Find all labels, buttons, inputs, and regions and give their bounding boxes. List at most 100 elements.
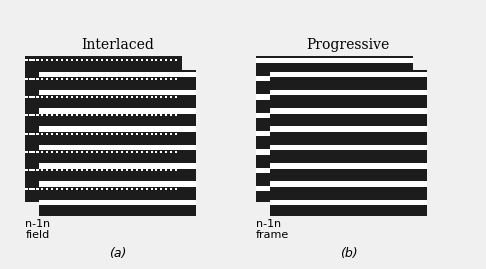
Point	[34, 58, 41, 63]
Point	[34, 132, 41, 136]
Point	[133, 95, 140, 99]
Point	[108, 132, 116, 136]
Point	[35, 95, 42, 99]
Point	[118, 132, 125, 136]
Point	[103, 186, 111, 191]
Bar	[256, 131, 413, 136]
Bar	[39, 70, 196, 216]
Point	[35, 113, 42, 118]
Text: (b): (b)	[340, 247, 357, 260]
Point	[113, 95, 121, 99]
Point	[113, 113, 121, 118]
Point	[157, 95, 165, 99]
Point	[38, 58, 46, 63]
Point	[28, 95, 36, 99]
Point	[173, 95, 180, 99]
Text: field: field	[25, 230, 50, 240]
Point	[48, 58, 56, 63]
Point	[93, 168, 101, 172]
Point	[43, 58, 51, 63]
Point	[143, 113, 151, 118]
Point	[63, 77, 71, 81]
Point	[63, 58, 71, 63]
Point	[108, 77, 116, 81]
Point	[128, 113, 136, 118]
Point	[30, 150, 38, 154]
Point	[168, 77, 175, 81]
Bar	[256, 58, 413, 63]
Bar	[256, 94, 270, 100]
Point	[73, 132, 81, 136]
Point	[118, 58, 125, 63]
Point	[88, 58, 96, 63]
Point	[88, 168, 96, 172]
Point	[113, 168, 121, 172]
Point	[133, 168, 140, 172]
Point	[113, 58, 121, 63]
Bar	[270, 200, 427, 205]
Point	[88, 150, 96, 154]
Point	[98, 113, 105, 118]
Point	[26, 77, 34, 81]
Point	[38, 168, 46, 172]
Text: Interlaced: Interlaced	[81, 38, 154, 52]
Point	[78, 113, 86, 118]
Bar	[256, 168, 413, 173]
Point	[26, 58, 34, 63]
Point	[148, 186, 156, 191]
Point	[103, 113, 111, 118]
Point	[138, 132, 145, 136]
Point	[83, 58, 91, 63]
Point	[138, 58, 145, 63]
Point	[162, 58, 170, 63]
Point	[103, 77, 111, 81]
Point	[58, 58, 66, 63]
Point	[93, 132, 101, 136]
Point	[63, 168, 71, 172]
Point	[26, 186, 34, 191]
Point	[113, 77, 121, 81]
Point	[153, 113, 160, 118]
Point	[162, 186, 170, 191]
Point	[88, 113, 96, 118]
Point	[138, 150, 145, 154]
Bar	[270, 90, 427, 95]
Point	[157, 58, 165, 63]
Point	[153, 95, 160, 99]
Point	[53, 58, 61, 63]
Point	[53, 77, 61, 81]
Point	[48, 77, 56, 81]
Point	[133, 77, 140, 81]
Bar	[39, 126, 196, 132]
Point	[35, 150, 42, 154]
Point	[148, 58, 156, 63]
Point	[23, 168, 31, 172]
Bar	[256, 149, 270, 155]
Point	[123, 150, 131, 154]
Point	[162, 168, 170, 172]
Point	[38, 113, 46, 118]
Point	[53, 132, 61, 136]
Point	[22, 132, 30, 136]
Point	[148, 77, 156, 81]
Point	[128, 58, 136, 63]
Point	[162, 113, 170, 118]
Text: frame: frame	[256, 230, 289, 240]
Point	[73, 77, 81, 81]
Point	[133, 186, 140, 191]
Point	[28, 113, 36, 118]
Point	[58, 77, 66, 81]
Point	[58, 150, 66, 154]
Point	[30, 95, 38, 99]
Point	[173, 77, 180, 81]
Point	[73, 95, 81, 99]
Point	[43, 150, 51, 154]
Point	[118, 95, 125, 99]
Point	[88, 58, 96, 63]
Point	[38, 132, 46, 136]
Point	[168, 95, 175, 99]
Point	[157, 58, 165, 63]
Bar	[256, 131, 270, 136]
Point	[103, 58, 111, 63]
Point	[143, 58, 151, 63]
